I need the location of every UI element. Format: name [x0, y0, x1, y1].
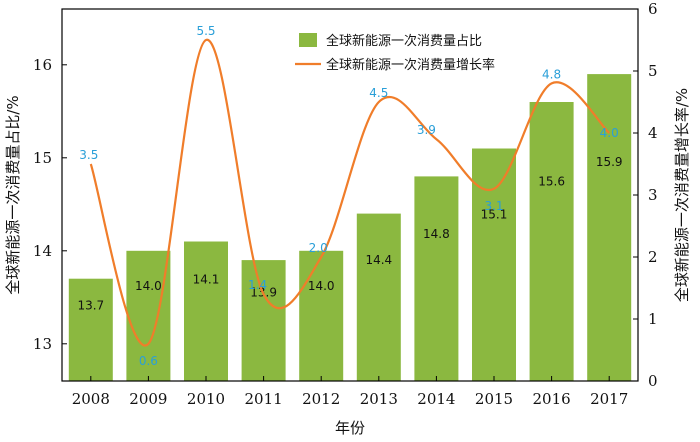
- bar-value-label: 15.9: [596, 155, 623, 169]
- bar-2010: [184, 241, 228, 381]
- right-axis-ticks: 0 1 2 3 4 5 6: [633, 0, 658, 390]
- bar-value-label: 14.0: [135, 279, 162, 293]
- right-tick-label: 4: [648, 124, 658, 142]
- x-tick-label: 2010: [187, 390, 225, 408]
- line-value-label: 3.5: [79, 148, 98, 162]
- bar-value-label: 14.0: [308, 279, 335, 293]
- bar-value-label: 15.1: [481, 207, 508, 221]
- x-axis-title: 年份: [335, 419, 365, 437]
- x-tick-label: 2015: [475, 390, 513, 408]
- right-tick-label: 2: [648, 248, 658, 266]
- bar-2013: [356, 213, 401, 381]
- y2-axis-title: 全球新能源一次消费量增长率/%: [673, 88, 691, 302]
- legend-bar-label: 全球新能源一次消费量占比: [326, 33, 482, 49]
- line-value-label: 1.4: [248, 278, 267, 292]
- left-axis-ticks: 13 14 15 16: [33, 56, 67, 353]
- line-value-label: 3.1: [484, 199, 503, 213]
- line-value-label: 4.5: [369, 86, 388, 100]
- line-value-label: 4.0: [600, 126, 619, 140]
- growth-rate-line: [89, 38, 610, 347]
- bar-2015: [472, 148, 516, 381]
- legend-line-label: 全球新能源一次消费量增长率: [326, 57, 495, 73]
- line-value-label: 3.9: [417, 123, 436, 137]
- left-tick-label: 16: [33, 56, 52, 74]
- legend-bar-swatch: [299, 33, 317, 47]
- bar-value-label: 13.7: [77, 298, 104, 312]
- right-tick-label: 3: [648, 186, 658, 204]
- right-tick-label: 5: [648, 62, 658, 80]
- bar-value-label: 14.1: [193, 272, 220, 286]
- bar-2017: [587, 74, 632, 381]
- bar-2016: [529, 102, 574, 381]
- x-axis-ticks: 2008 2009 2010 2011 2012 2013 2014 2015 2016 2017: [72, 376, 628, 408]
- line-value-label: 0.6: [139, 354, 158, 368]
- line-label-group: 3.5 0.6 5.5 1.4 2.0 4.5 3.9 3.1 4.8 4.0: [79, 24, 618, 368]
- x-tick-label: 2016: [533, 390, 571, 408]
- bar-group: [68, 74, 632, 381]
- bar-value-label: 14.8: [423, 227, 450, 241]
- line-value-label: 4.8: [542, 67, 561, 81]
- line-value-label: 5.5: [196, 24, 215, 38]
- x-tick-label: 2014: [417, 390, 455, 408]
- y-axis-title: 全球新能源一次消费量占比/%: [4, 95, 22, 294]
- x-tick-label: 2012: [302, 390, 340, 408]
- legend: 全球新能源一次消费量占比 全球新能源一次消费量增长率: [295, 33, 495, 73]
- bar-label-group: 13.714.0 14.113.9 14.014.414.815.115.615.9: [77, 155, 622, 312]
- bar-2009: [126, 250, 171, 381]
- left-tick-label: 15: [33, 149, 52, 167]
- right-tick-label: 6: [648, 0, 658, 18]
- bar-value-label: 14.4: [365, 253, 392, 267]
- left-tick-label: 14: [33, 242, 52, 260]
- x-tick-label: 2009: [129, 390, 167, 408]
- bar-2011: [241, 260, 286, 381]
- x-tick-label: 2013: [360, 390, 398, 408]
- bar-2014: [414, 176, 459, 381]
- right-tick-label: 1: [648, 310, 658, 328]
- right-tick-label: 0: [648, 372, 658, 390]
- x-tick-label: 2017: [590, 390, 628, 408]
- bar-2008: [68, 278, 113, 381]
- left-tick-label: 13: [33, 335, 52, 353]
- x-tick-label: 2008: [72, 390, 110, 408]
- x-tick-label: 2011: [245, 390, 283, 408]
- line-value-label: 2.0: [309, 241, 328, 255]
- bar-2012: [299, 250, 344, 381]
- bar-value-label: 15.6: [538, 175, 565, 189]
